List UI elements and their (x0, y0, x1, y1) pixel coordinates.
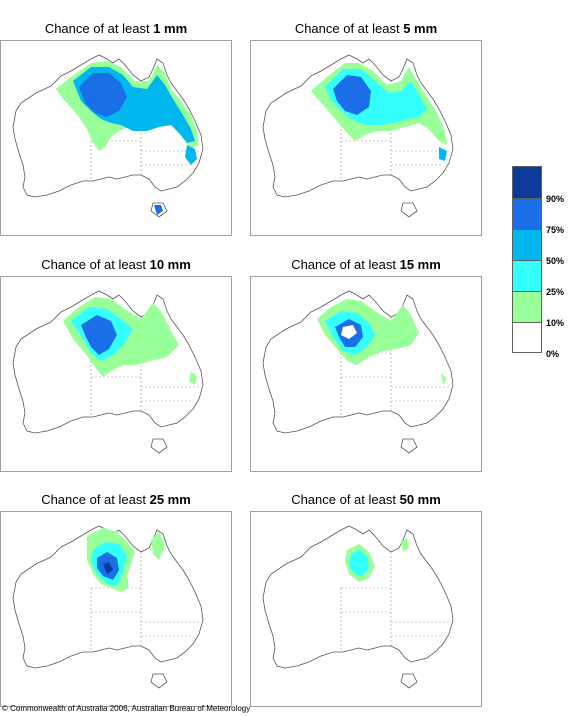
legend-label-0: 0% (546, 349, 560, 359)
legend-swatch-50 (513, 229, 541, 260)
legend-swatch-0 (513, 322, 541, 352)
legend-label-90: 90% (546, 194, 565, 204)
panel-title: Chance of at least 10 mm (41, 257, 191, 272)
panel-title: Chance of at least 5 mm (294, 21, 438, 36)
legend-colorbar (512, 166, 542, 353)
panel-title: Chance of at least 15 mm (291, 257, 441, 272)
australia-map (0, 276, 232, 472)
australia-map (0, 511, 232, 707)
legend-swatch-75 (513, 198, 541, 229)
legend-swatch-25 (513, 260, 541, 291)
australia-map (250, 511, 482, 707)
legend-label-75: 75% (546, 225, 565, 235)
legend-swatch-10 (513, 291, 541, 322)
legend-swatch-90 (513, 167, 541, 198)
panel-title: Chance of at least 50 mm (291, 492, 441, 507)
legend-label-25: 25% (546, 287, 565, 297)
legend-label-50: 50% (546, 256, 565, 266)
panel-title: Chance of at least 25 mm (41, 492, 191, 507)
copyright-notice: © Commonwealth of Australia 2006, Austra… (2, 704, 251, 713)
australia-map (0, 40, 232, 236)
panel-title: Chance of at least 1 mm (44, 21, 188, 36)
australia-map (250, 40, 482, 236)
australia-map (250, 276, 482, 472)
probability-legend: 90% 75% 50% 25% 10% 0% (512, 166, 570, 366)
legend-label-10: 10% (546, 318, 565, 328)
